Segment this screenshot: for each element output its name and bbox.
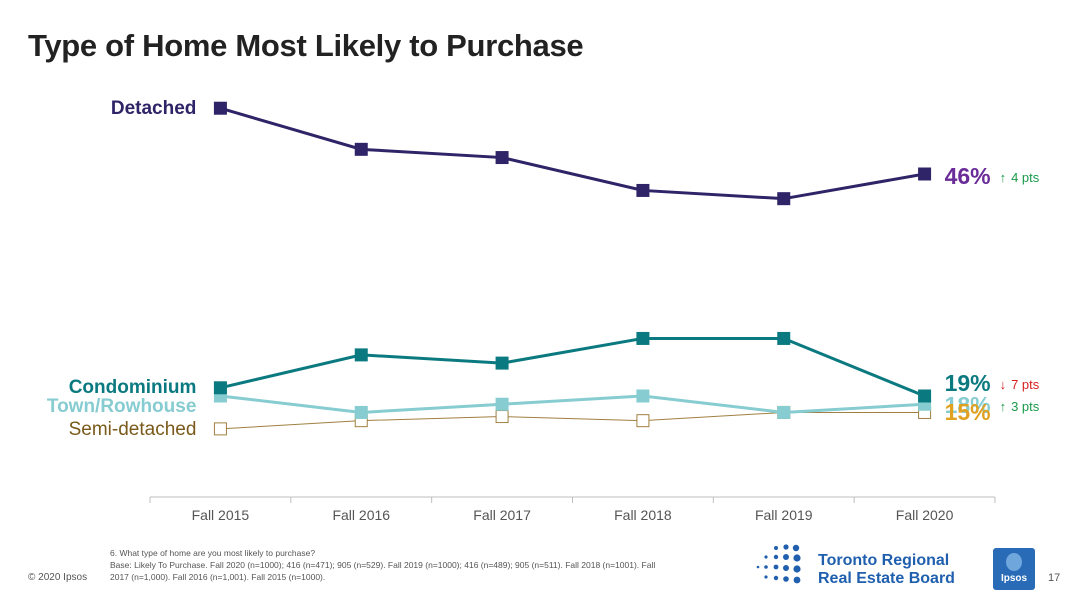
trreb-logo-text: Toronto Regional Real Estate Board xyxy=(818,552,955,588)
data-point-town-rowhouse-fall-2017 xyxy=(495,397,509,411)
change-label-detached: ↑ 4 pts xyxy=(1000,170,1040,185)
trreb-logo-line2: Real Estate Board xyxy=(818,570,955,587)
change-text-detached: 4 pts xyxy=(1011,170,1040,185)
ipsos-logo: Ipsos xyxy=(993,548,1035,590)
copyright: © 2020 Ipsos xyxy=(28,572,88,583)
data-point-condominium-fall-2019 xyxy=(777,331,791,345)
ipsos-logo-text: Ipsos xyxy=(1000,573,1028,584)
x-tick-label-fall-2019: Fall 2019 xyxy=(755,507,813,523)
ipsos-globe-icon xyxy=(1006,553,1022,571)
data-point-detached-fall-2015 xyxy=(213,101,227,115)
change-arrow-town-rowhouse: ↑ xyxy=(1000,399,1007,414)
data-point-town-rowhouse-fall-2016 xyxy=(354,405,368,419)
data-point-detached-fall-2020 xyxy=(918,167,932,181)
series-line-condominium xyxy=(220,336,926,398)
x-tick-label-fall-2017: Fall 2017 xyxy=(473,507,531,523)
series-line-detached xyxy=(219,106,925,201)
change-text-condominium: 7 pts xyxy=(1011,377,1040,392)
x-tick-label-fall-2016: Fall 2016 xyxy=(332,507,390,523)
data-point-town-rowhouse-fall-2018 xyxy=(636,389,650,403)
data-point-condominium-fall-2015 xyxy=(213,381,227,395)
end-value-label-semi-detached: 15% xyxy=(945,399,991,425)
page-number: 17 xyxy=(1048,572,1061,584)
footnote-question: 6. What type of home are you most likely… xyxy=(110,548,316,558)
change-label-town-rowhouse: ↑ 3 pts xyxy=(1000,399,1040,414)
data-point-detached-fall-2019 xyxy=(777,192,791,206)
end-value-label-town-rowhouse: 18% xyxy=(945,392,991,418)
data-point-town-rowhouse-fall-2019 xyxy=(777,405,791,419)
data-point-semi-detached-fall-2018 xyxy=(636,414,650,428)
line-chart: Fall 2015 Fall 2016 Fall 2017 Fall 2018 Fall… xyxy=(47,98,1040,523)
page-title: Type of Home Most Likely to Purchase xyxy=(28,28,584,63)
change-arrow-condominium: ↓ xyxy=(1000,377,1007,392)
data-point-detached-fall-2018 xyxy=(636,183,650,197)
x-tick-label-fall-2020: Fall 2020 xyxy=(896,507,954,523)
series-line-town-rowhouse xyxy=(220,394,925,414)
x-tick-label-fall-2018: Fall 2018 xyxy=(614,507,672,523)
data-point-condominium-fall-2018 xyxy=(636,331,650,345)
change-label-condominium: ↓ 7 pts xyxy=(1000,377,1040,392)
trreb-logo: Toronto Regional Real Estate Board xyxy=(752,543,982,589)
series-line-semi-detached xyxy=(220,411,925,430)
data-point-condominium-fall-2017 xyxy=(495,356,509,370)
data-point-detached-fall-2016 xyxy=(354,142,368,156)
data-point-condominium-fall-2020 xyxy=(918,389,932,403)
data-point-semi-detached-fall-2015 xyxy=(213,422,227,436)
x-tick-label-fall-2015: Fall 2015 xyxy=(192,507,250,523)
footnote: 6. What type of home are you most likely… xyxy=(110,547,670,583)
trreb-dots-icon xyxy=(756,544,801,584)
series-label-semi-detached: Semi-detached xyxy=(69,419,197,440)
data-point-semi-detached-fall-2017 xyxy=(495,410,509,424)
footnote-base: Base: Likely To Purchase. Fall 2020 (n=1… xyxy=(110,560,656,582)
change-arrow-detached: ↑ xyxy=(1000,170,1007,185)
trreb-logo-line1: Toronto Regional xyxy=(818,552,950,569)
end-value-label-condominium: 19% xyxy=(945,370,991,396)
data-point-condominium-fall-2016 xyxy=(354,348,368,362)
change-text-town-rowhouse: 3 pts xyxy=(1011,399,1040,414)
end-value-label-detached: 46% xyxy=(945,163,991,189)
series-label-town-rowhouse: Town/Rowhouse xyxy=(47,396,197,417)
series-label-condominium: Condominium xyxy=(69,377,197,398)
data-point-detached-fall-2017 xyxy=(495,151,509,165)
series-label-detached: Detached xyxy=(111,98,197,119)
